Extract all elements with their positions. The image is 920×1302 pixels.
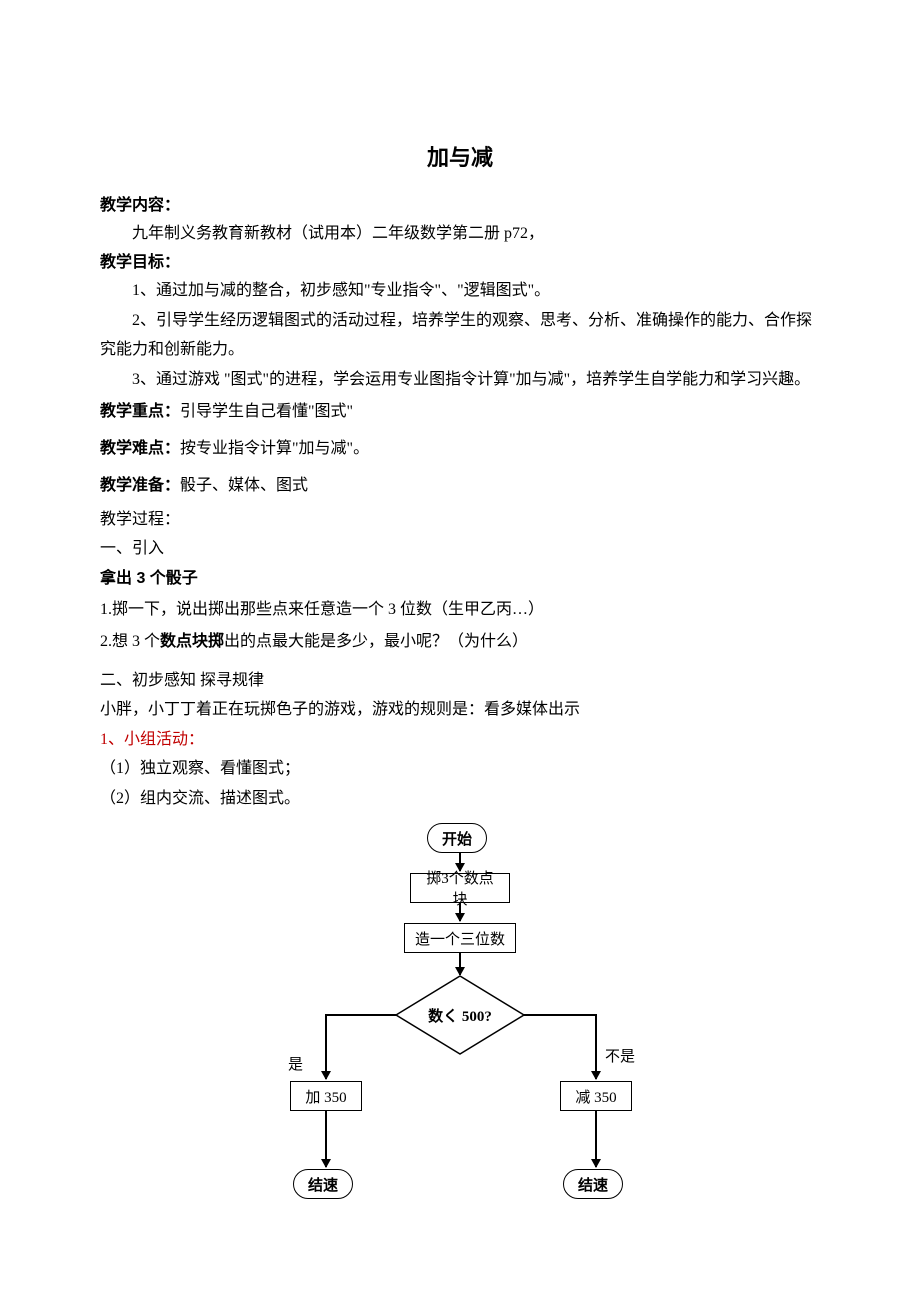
fc-right-v [595, 1014, 597, 1079]
section2-text: 小胖，小丁丁着正在玩掷色子的游戏，游戏的规则是：看多媒体出示 [100, 695, 820, 725]
dice2-post: 出的点最大能是多少，最小呢？（为什么） [224, 633, 528, 650]
fc-arrow-2 [459, 903, 461, 921]
fc-right-v2 [595, 1111, 597, 1167]
difficulty-text: 按专业指令计算"加与减"。 [180, 440, 369, 457]
prep-text: 骰子、媒体、图式 [180, 477, 308, 494]
dice2-pre: 2.想 3 个 [100, 633, 160, 650]
fc-start: 开始 [427, 823, 487, 853]
fc-no-label: 不是 [605, 1045, 635, 1066]
focus-label: 教学重点： [100, 403, 180, 420]
goal-3: 3、通过游戏 "图式"的进程，学会运用专业图指令计算"加与减"，培养学生自学能力… [100, 365, 820, 395]
focus-row: 教学重点：引导学生自己看懂"图式" [100, 394, 820, 431]
dice-step-1: 1.掷一下，说出掷出那些点来任意造一个 3 位数（生甲乙丙…） [100, 594, 820, 626]
fc-yes-label: 是 [288, 1053, 303, 1074]
content-text: 九年制义务教育新教材（试用本）二年级数学第二册 p72， [100, 219, 820, 249]
intro-label: 一、引入 [100, 534, 820, 564]
fc-end-left: 结速 [293, 1169, 353, 1199]
prep-row: 教学准备：骰子、媒体、图式 [100, 468, 820, 505]
goal-2: 2、引导学生经历逻辑图式的活动过程，培养学生的观察、思考、分析、准确操作的能力、… [100, 306, 820, 365]
fc-left-v2 [325, 1111, 327, 1167]
fc-decision-label: 数く 500? [395, 975, 525, 1055]
difficulty-row: 教学难点：按专业指令计算"加与减"。 [100, 431, 820, 468]
process-label: 教学过程： [100, 505, 820, 535]
section2-label: 二、初步感知 探寻规律 [100, 666, 820, 696]
fc-step1: 掷3个数点块 [410, 873, 510, 903]
dice-head: 拿出 3 个骰子 [100, 564, 820, 594]
page-title: 加与减 [100, 140, 820, 172]
dice-step-2: 2.想 3 个数点块掷出的点最大能是多少，最小呢？（为什么） [100, 626, 820, 658]
fc-left-v [325, 1014, 327, 1079]
fc-arrow-3 [459, 953, 461, 975]
dice2-bold: 数点块掷 [160, 633, 224, 650]
fc-right-h [524, 1014, 595, 1016]
group-step-2: （2）组内交流、描述图式。 [100, 784, 820, 814]
group-label: 1、小组活动： [100, 725, 820, 755]
group-step-1: （1）独立观察、看懂图式； [100, 754, 820, 784]
flowchart: 开始 掷3个数点块 造一个三位数 数く 500? 是 不是 加 350 减 35… [260, 823, 660, 1243]
fc-step2: 造一个三位数 [404, 923, 516, 953]
fc-right-op: 减 350 [560, 1081, 632, 1111]
content-label: 教学内容： [100, 192, 820, 219]
goal-1: 1、通过加与减的整合，初步感知"专业指令"、"逻辑图式"。 [100, 276, 820, 306]
prep-label: 教学准备： [100, 477, 180, 494]
goals-label: 教学目标： [100, 249, 820, 276]
fc-left-op: 加 350 [290, 1081, 362, 1111]
fc-decision: 数く 500? [395, 975, 525, 1055]
focus-text: 引导学生自己看懂"图式" [180, 403, 353, 420]
fc-end-right: 结速 [563, 1169, 623, 1199]
fc-left-h [325, 1014, 396, 1016]
difficulty-label: 教学难点： [100, 440, 180, 457]
